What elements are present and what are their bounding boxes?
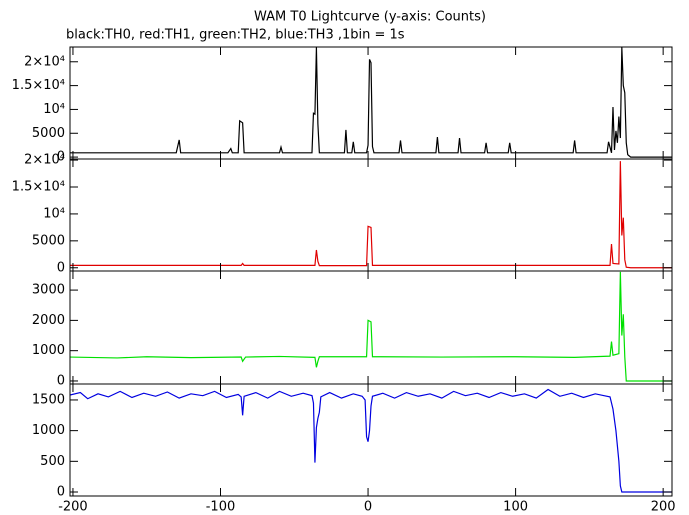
y-tick-label: 1.5×10⁴ [12, 180, 65, 195]
x-tick-label: -100 [206, 500, 236, 515]
lightcurve [70, 47, 672, 158]
y-tick-label: 5000 [32, 233, 65, 248]
y-tick-label: 2000 [32, 313, 65, 328]
chart-title: WAM T0 Lightcurve (y-axis: Counts) [254, 10, 486, 25]
y-tick-label: 500 [40, 454, 65, 469]
lightcurve [70, 388, 672, 493]
y-tick-label: 2×10⁴ [24, 54, 65, 69]
y-tick-label: 10⁴ [43, 206, 65, 221]
y-tick-label: 3000 [32, 283, 65, 298]
x-tick-label: 200 [651, 500, 676, 515]
panel-frame [69, 383, 673, 497]
y-tick-label: 0 [57, 260, 65, 275]
y-tick-label: 1500 [32, 392, 65, 407]
y-tick-label: 1000 [32, 343, 65, 358]
chart-subtitle: black:TH0, red:TH1, green:TH2, blue:TH3 … [66, 28, 405, 43]
y-tick-label: 1.5×10⁴ [12, 78, 65, 93]
y-tick-label: 10⁴ [43, 102, 65, 117]
y-tick-label: 0 [57, 150, 65, 165]
x-tick-label: -200 [58, 500, 88, 515]
x-tick-label: 100 [503, 500, 528, 515]
panel-frame [69, 158, 673, 272]
y-tick-label: 0 [57, 485, 65, 500]
y-tick-label: 0 [57, 373, 65, 388]
lightcurve [70, 161, 672, 269]
x-tick-label: 0 [364, 500, 372, 515]
lightcurve [70, 271, 672, 382]
y-tick-label: 1000 [32, 423, 65, 438]
y-tick-label: 5000 [32, 126, 65, 141]
y-tick-label: 2×10⁴ [24, 153, 65, 168]
